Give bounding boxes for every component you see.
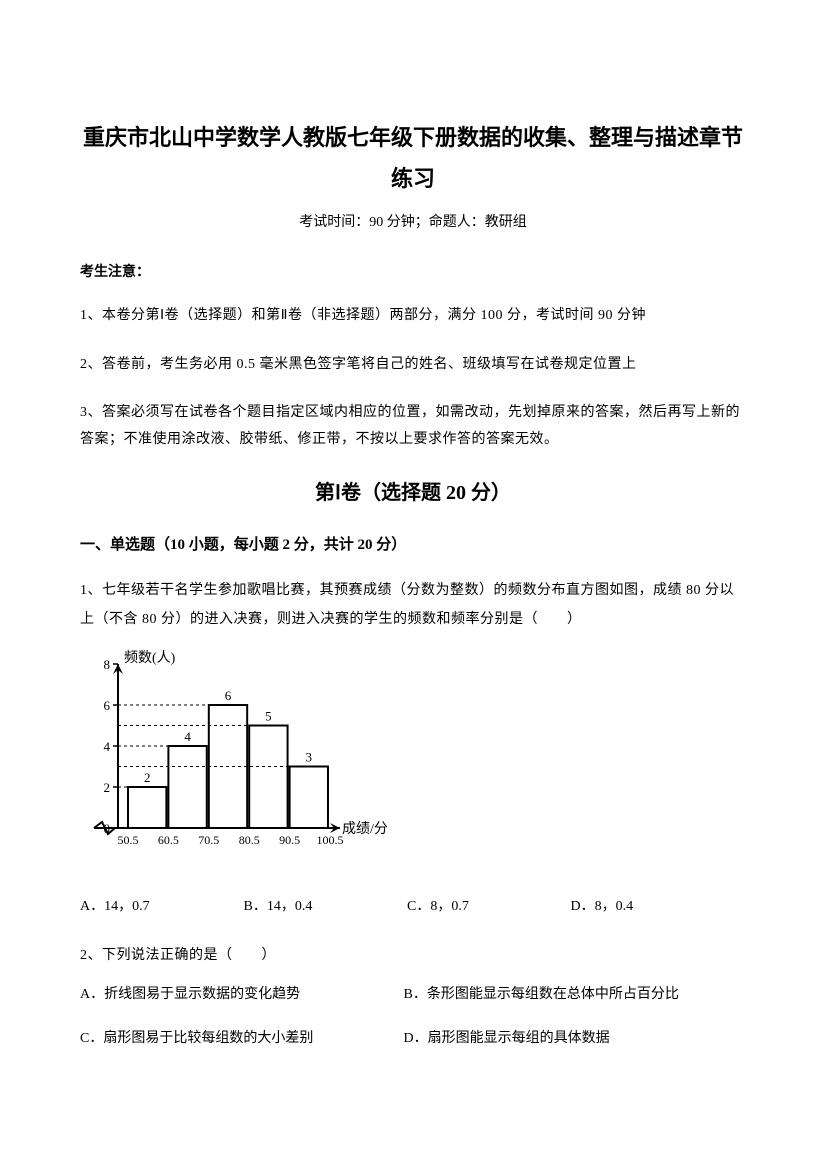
svg-text:成绩/分: 成绩/分 (342, 821, 388, 837)
notice-heading: 考生注意： (80, 261, 746, 281)
question-text: 2、下列说法正确的是（ ） (80, 941, 746, 970)
exam-meta: 考试时间：90 分钟；命题人：教研组 (80, 211, 746, 231)
svg-text:80.5: 80.5 (239, 833, 260, 847)
svg-text:4: 4 (184, 729, 191, 744)
notice-item: 1、本卷分第Ⅰ卷（选择题）和第Ⅱ卷（非选择题）两部分，满分 100 分，考试时间… (80, 303, 746, 330)
svg-text:8: 8 (104, 657, 111, 672)
option-b: B．14，0.4 (244, 895, 404, 915)
page-title: 重庆市北山中学数学人教版七年级下册数据的收集、整理与描述章节 (80, 120, 746, 155)
histogram-chart: 频数(人) 成绩/分 0 2 4 6 8 2 4 6 5 3 50.5 60.5 70.5 80.5 90.5 1… (80, 646, 746, 871)
notice-item: 3、答案必须写在试卷各个题目指定区域内相应的位置，如需改动，先划掉原来的答案，然… (80, 400, 746, 453)
svg-text:5: 5 (265, 709, 272, 724)
option-d: D．扇形图能显示每组的具体数据 (404, 1027, 724, 1047)
svg-text:90.5: 90.5 (279, 833, 300, 847)
svg-text:0: 0 (104, 821, 111, 836)
svg-text:6: 6 (225, 688, 232, 703)
svg-text:2: 2 (144, 770, 151, 785)
svg-text:2: 2 (104, 780, 111, 795)
option-c: C．扇形图易于比较每组数的大小差别 (80, 1027, 400, 1047)
question-options: A．折线图易于显示数据的变化趋势 B．条形图能显示每组数在总体中所占百分比 C．… (80, 983, 746, 1047)
svg-text:70.5: 70.5 (198, 833, 219, 847)
part-heading: 一、单选题（10 小题，每小题 2 分，共计 20 分） (80, 533, 746, 554)
svg-text:3: 3 (306, 750, 313, 765)
option-a: A．14，0.7 (80, 895, 240, 915)
question-text: 1、七年级若干名学生参加歌唱比赛，其预赛成绩（分数为整数）的频数分布直方图如图，… (80, 576, 746, 635)
section-heading: 第Ⅰ卷（选择题 20 分） (80, 476, 746, 505)
option-c: C．8，0.7 (407, 895, 567, 915)
svg-text:频数(人): 频数(人) (124, 650, 176, 666)
question-options: A．14，0.7 B．14，0.4 C．8，0.7 D．8，0.4 (80, 895, 746, 915)
svg-text:50.5: 50.5 (118, 833, 139, 847)
option-b: B．条形图能显示每组数在总体中所占百分比 (404, 983, 724, 1003)
page-subtitle: 练习 (80, 161, 746, 193)
notice-item: 2、答卷前，考生务必用 0.5 毫米黑色签字笔将自己的姓名、班级填写在试卷规定位… (80, 352, 746, 379)
svg-text:100.5: 100.5 (317, 833, 344, 847)
svg-text:60.5: 60.5 (158, 833, 179, 847)
option-a: A．折线图易于显示数据的变化趋势 (80, 983, 400, 1003)
option-d: D．8，0.4 (571, 895, 711, 915)
svg-text:6: 6 (104, 698, 111, 713)
svg-text:4: 4 (104, 739, 111, 754)
